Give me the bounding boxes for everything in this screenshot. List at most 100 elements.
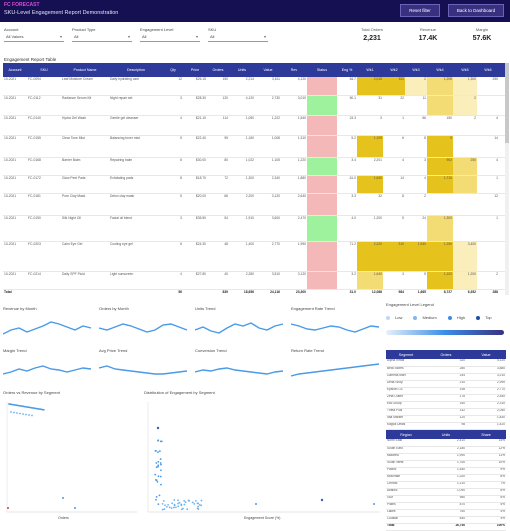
table-row[interactable]: Delta Shop 210 2,990 bbox=[386, 380, 506, 387]
table-cell: 1,640 bbox=[357, 175, 383, 193]
table-row[interactable]: North East 2,410 14% bbox=[386, 439, 506, 446]
column-header[interactable]: Units bbox=[426, 430, 466, 439]
column-header[interactable]: Wk2 bbox=[383, 63, 405, 77]
column-header[interactable]: Segment bbox=[386, 350, 426, 359]
column-header[interactable]: Account bbox=[3, 63, 27, 77]
table-row[interactable]: Gamma Mart 244 3,210 bbox=[386, 373, 506, 380]
sku-select[interactable]: All ▾ bbox=[208, 34, 268, 42]
table-cell: 114 bbox=[207, 115, 229, 135]
scatter-point bbox=[163, 500, 165, 502]
table-row[interactable]: 10-2021 FC-0168 Barrier Balm Repairing balm… bbox=[3, 157, 506, 175]
table-row[interactable]: Plains 870 5% bbox=[386, 502, 506, 509]
table-row[interactable]: Atlantic 1,090 6% bbox=[386, 488, 506, 495]
column-header[interactable]: Price bbox=[183, 63, 207, 77]
column-header[interactable]: SKU bbox=[27, 63, 61, 77]
region-table[interactable]: Region Units Share North East 2,410 14% South… bbox=[386, 430, 506, 531]
reset-filter-button[interactable]: Reset filter bbox=[400, 4, 440, 17]
table-row[interactable]: Lakes 760 4% bbox=[386, 509, 506, 516]
scrollbar-thumb[interactable] bbox=[505, 63, 509, 143]
legend-items: Low Medium High Top bbox=[386, 315, 506, 320]
engagement-level-filter[interactable]: Engagement Level All ▾ bbox=[140, 27, 200, 42]
table-row[interactable]: 10-2021 FC-0094 Leaf Moisture Cream Daily h… bbox=[3, 77, 506, 95]
account-filter[interactable]: Account All Values ▾ bbox=[4, 27, 64, 42]
chart-title: Margin Trend bbox=[3, 348, 95, 353]
table-cell: 14 bbox=[477, 135, 499, 157]
table-cell bbox=[307, 215, 337, 241]
table-cell: 1,022 bbox=[229, 157, 255, 175]
column-header[interactable]: Description bbox=[109, 63, 163, 77]
account-select[interactable]: All Values ▾ bbox=[4, 34, 64, 42]
table-row[interactable]: Zeta Outlet 176 2,540 bbox=[386, 394, 506, 401]
table-row[interactable]: Theta Plus 142 2,050 bbox=[386, 408, 506, 415]
table-row[interactable]: 10-2021 FC-0203 Calm Eye Gel Cooling eye ge… bbox=[3, 241, 506, 271]
sku-filter[interactable]: SKU All ▾ bbox=[208, 27, 268, 42]
table-row[interactable]: Coastal 640 4% bbox=[386, 516, 506, 523]
back-to-dashboard-button[interactable]: Back to Dashboard bbox=[448, 4, 504, 17]
table-row[interactable]: 10-2021 FC-0155 Clear Tone Mist Balancing t… bbox=[3, 135, 506, 157]
engagement-table[interactable]: Account SKU Product Name Description Qty Pric… bbox=[3, 63, 506, 295]
table-cell: 54 bbox=[207, 215, 229, 241]
column-header[interactable]: Wk3 bbox=[405, 63, 427, 77]
column-header[interactable]: Share bbox=[466, 430, 506, 439]
table-row[interactable]: 10-2021 FC-0190 Silk Night Oil Facial oil b… bbox=[3, 215, 506, 241]
product-type-filter[interactable]: Product Type All ▾ bbox=[72, 27, 132, 42]
table-cell: 3.2 bbox=[337, 271, 357, 289]
table-cell: 2,410 bbox=[426, 439, 466, 446]
table-row[interactable]: Beta Stores 280 3,880 bbox=[386, 366, 506, 373]
engagement-level-select[interactable]: All ▾ bbox=[140, 34, 200, 42]
column-header[interactable]: Product Name bbox=[61, 63, 109, 77]
column-header[interactable]: Units bbox=[229, 63, 255, 77]
column-header[interactable]: Orders bbox=[207, 63, 229, 77]
table-cell: 1,250 bbox=[427, 241, 453, 271]
table-row[interactable]: 10-2021 FC-0172 Glow Peel Pads Exfoliating … bbox=[3, 175, 506, 193]
column-header[interactable]: Wk1 bbox=[357, 63, 383, 77]
table-cell: 5 bbox=[405, 271, 427, 289]
table-cell: 9% bbox=[466, 467, 506, 474]
kpi-revenue: Revenue 17.4K bbox=[408, 27, 448, 42]
column-header[interactable]: Status bbox=[307, 63, 337, 77]
table-cell: 1,910 bbox=[229, 215, 255, 241]
table-row[interactable]: 10-2021 FC-0140 Hydra Gel Wash Gentle gel c… bbox=[3, 115, 506, 135]
column-header[interactable]: Wk5 bbox=[453, 63, 477, 77]
table-cell: Coastal bbox=[386, 516, 426, 523]
table-cell: Gulf bbox=[386, 495, 426, 502]
scatter-point bbox=[198, 508, 200, 510]
table-row[interactable]: 10-2021 FC-0181 Pure Clay Mask Detox clay m… bbox=[3, 193, 506, 215]
chart-title: Units Trend bbox=[195, 306, 287, 311]
segment-table[interactable]: Segment Orders Value Alpha Retail 320 4,120 B… bbox=[386, 350, 506, 437]
column-header[interactable]: Value bbox=[255, 63, 281, 77]
column-header[interactable]: Qty bbox=[163, 63, 183, 77]
column-header[interactable]: Wk4 bbox=[427, 63, 453, 77]
table-cell: 3 bbox=[163, 95, 183, 115]
table-scrollbar[interactable] bbox=[505, 63, 509, 295]
column-header[interactable]: Rev bbox=[281, 63, 307, 77]
column-header[interactable]: Orders bbox=[426, 350, 466, 359]
table-cell: Silk Night Oil bbox=[61, 215, 109, 241]
column-header[interactable]: Wk6 bbox=[477, 63, 499, 77]
product-type-select[interactable]: All ▾ bbox=[72, 34, 132, 42]
table-row[interactable]: Gulf 980 6% bbox=[386, 495, 506, 502]
column-header[interactable]: Eng % bbox=[337, 63, 357, 77]
column-header[interactable]: Value bbox=[466, 350, 506, 359]
table-cell: 160 bbox=[426, 401, 466, 408]
table-row[interactable]: Iota Market 120 1,830 bbox=[386, 415, 506, 422]
table-row[interactable]: Epsilon Co 198 2,770 bbox=[386, 387, 506, 394]
table-row[interactable]: 10-2021 FC-0112 Radiance Serum Kit Night re… bbox=[3, 95, 506, 115]
table-cell: Kappa Deals bbox=[386, 422, 426, 429]
table-row[interactable]: Central 1,210 7% bbox=[386, 481, 506, 488]
table-row[interactable]: 10-2021 FC-0214 Daily SPF Fluid Light sunsc… bbox=[3, 271, 506, 289]
table-cell: 6% bbox=[466, 495, 506, 502]
table-row[interactable]: Kappa Deals 98 1,420 bbox=[386, 422, 506, 429]
table-row[interactable]: South East 2,180 12% bbox=[386, 446, 506, 453]
table-row[interactable]: Mountain 1,320 8% bbox=[386, 474, 506, 481]
scatter-point bbox=[22, 413, 24, 415]
table-row[interactable]: Midwest 1,990 11% bbox=[386, 453, 506, 460]
table-row[interactable]: Pacific 1,540 9% bbox=[386, 467, 506, 474]
column-header[interactable]: Region bbox=[386, 430, 426, 439]
table-cell: 5% bbox=[466, 502, 506, 509]
table-cell: FC-0140 bbox=[27, 115, 61, 135]
table-row[interactable]: South West 1,760 10% bbox=[386, 460, 506, 467]
table-row[interactable]: Alpha Retail 320 4,120 bbox=[386, 359, 506, 366]
legend-label: Top bbox=[485, 315, 491, 320]
table-row[interactable]: Eta Group 160 2,310 bbox=[386, 401, 506, 408]
